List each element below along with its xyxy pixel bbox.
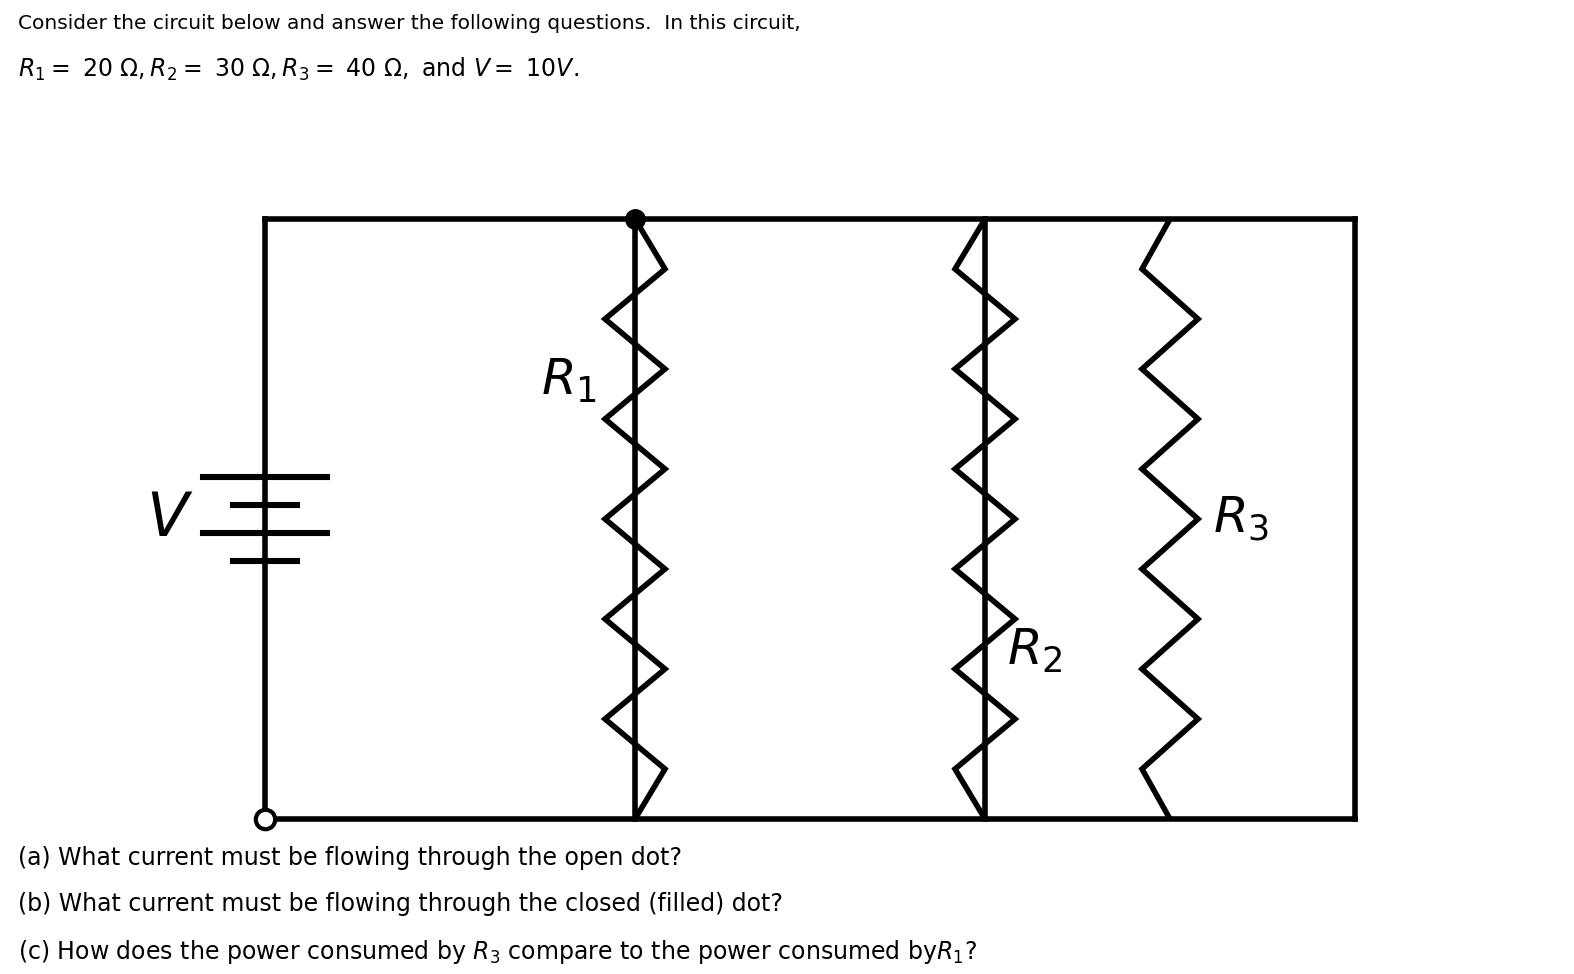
Text: $R_3$: $R_3$ (1214, 495, 1269, 543)
Text: Consider the circuit below and answer the following questions.  In this circuit,: Consider the circuit below and answer th… (17, 14, 801, 33)
Text: (b) What current must be flowing through the closed (filled) dot?: (b) What current must be flowing through… (17, 892, 782, 916)
Text: $R_1 = $ 20 $\Omega$$,R_2 = $ 30 $\Omega$$, R_3 = $ 40 $\Omega$$,$ and $V = $ 10: $R_1 = $ 20 $\Omega$$,R_2 = $ 30 $\Omega… (17, 56, 579, 83)
Text: $R_2$: $R_2$ (1007, 626, 1062, 676)
Text: $\mathit{V}$: $\mathit{V}$ (146, 489, 194, 549)
Text: (a) What current must be flowing through the open dot?: (a) What current must be flowing through… (17, 846, 682, 870)
Text: (c) How does the power consumed by $R_3$ compare to the power consumed by$R_1$?: (c) How does the power consumed by $R_3$… (17, 938, 977, 966)
Text: $R_1$: $R_1$ (541, 356, 597, 405)
